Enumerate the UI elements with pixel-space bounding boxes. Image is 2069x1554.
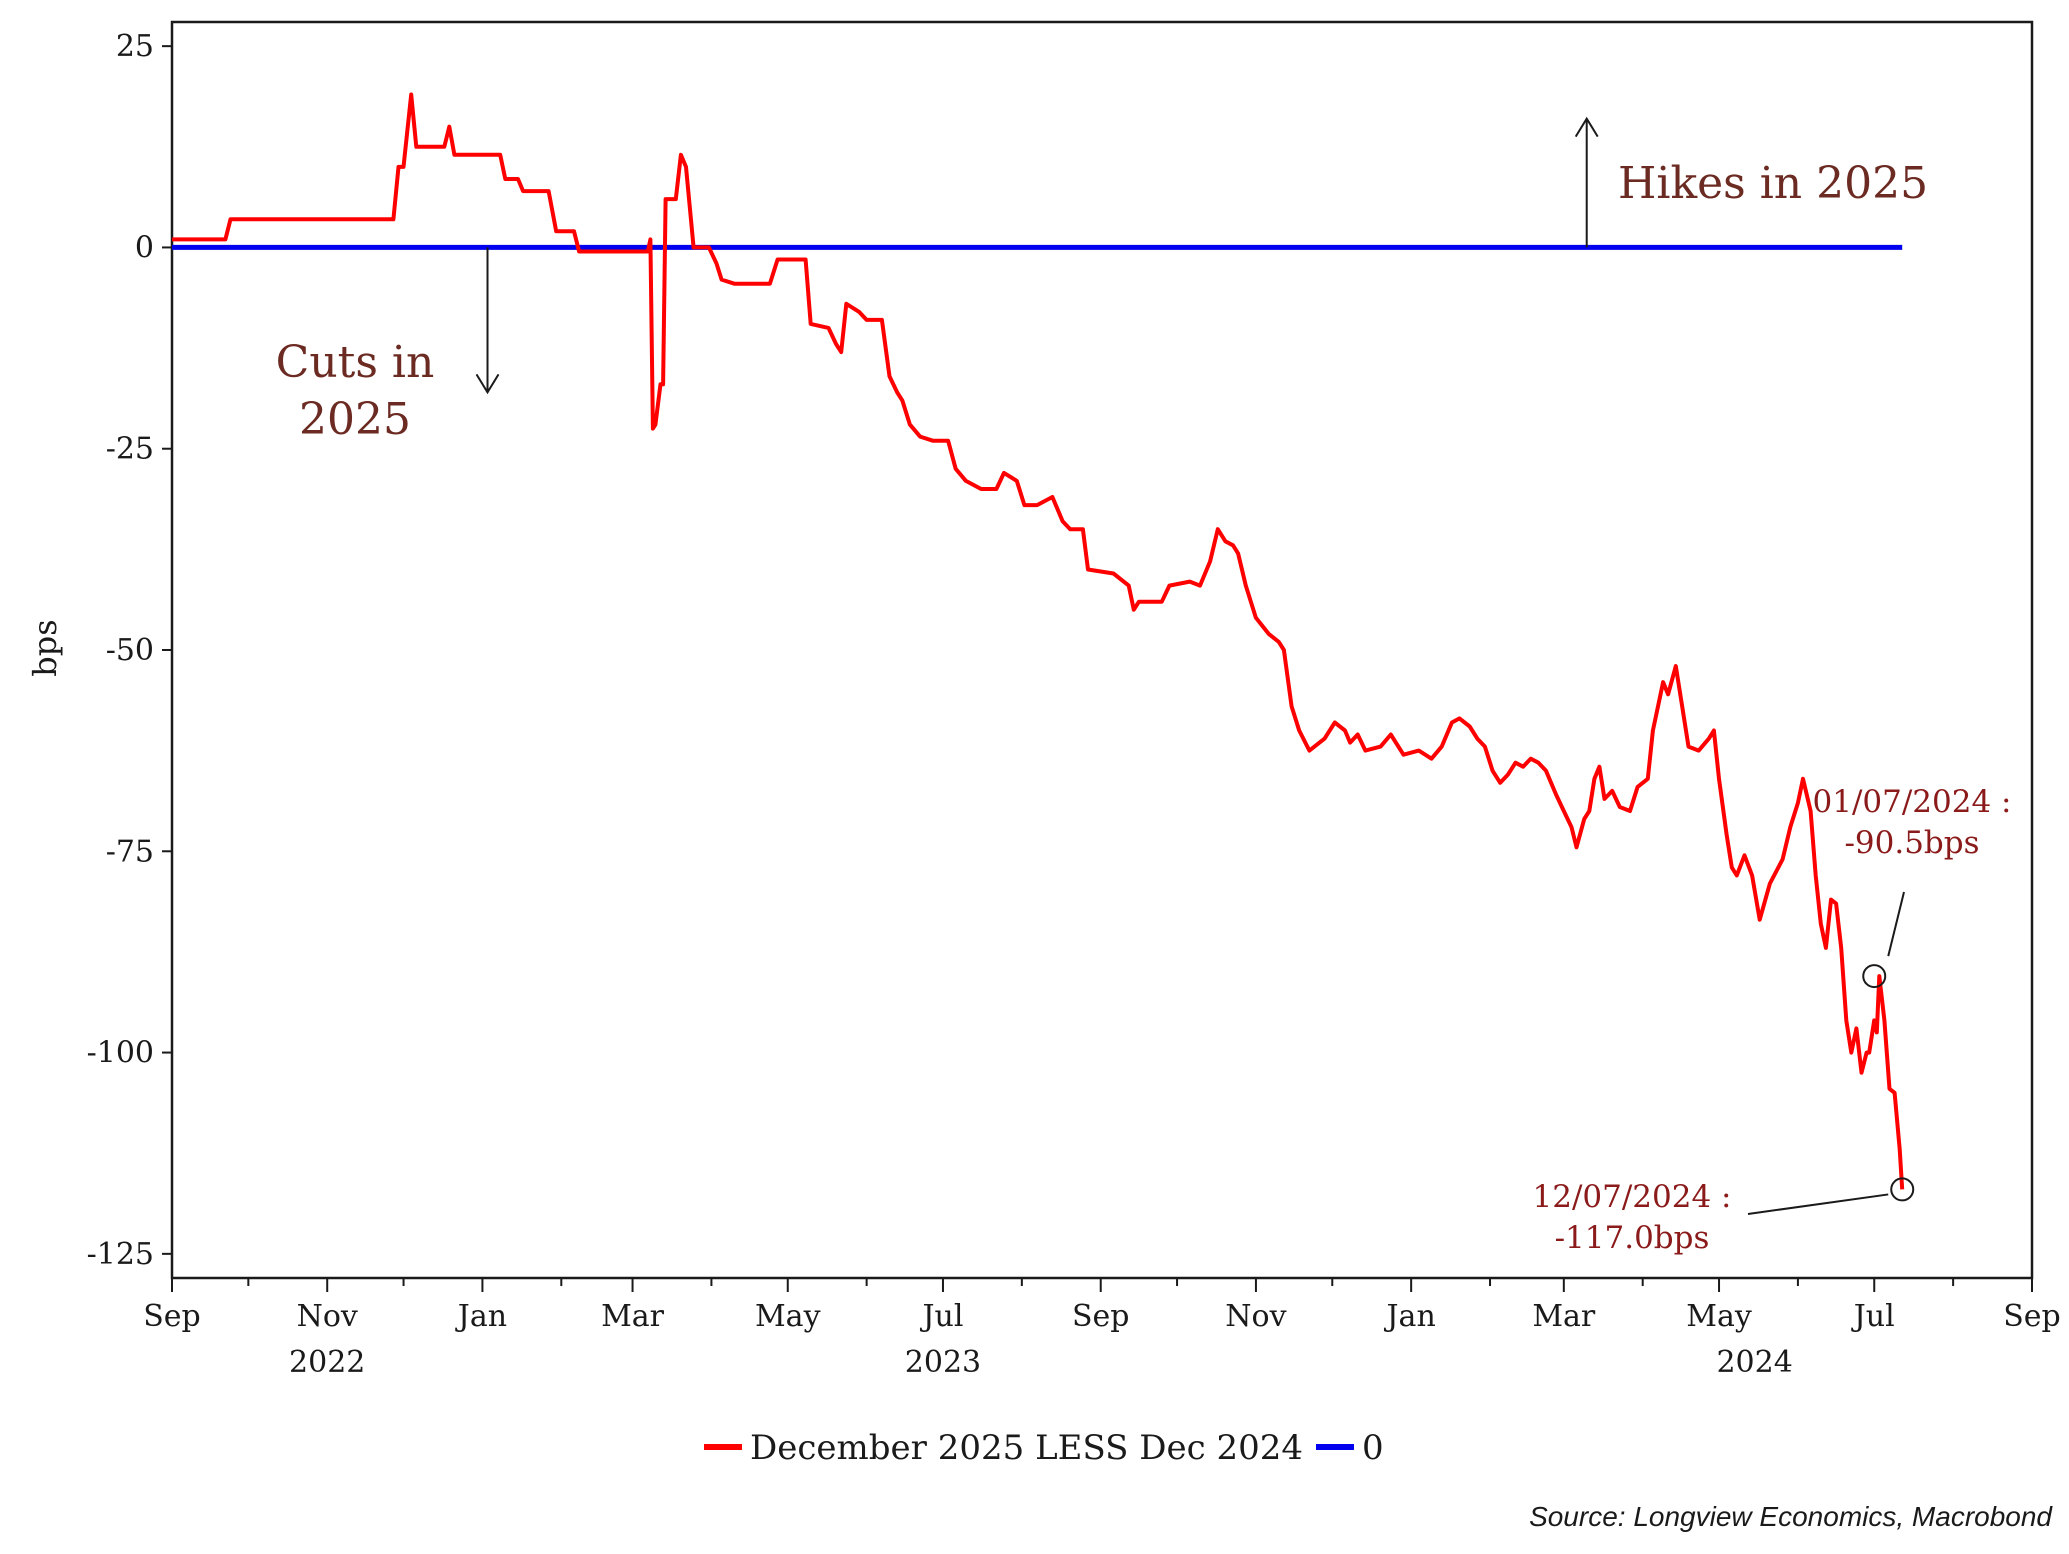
- cuts-annotation-line1: Cuts in: [276, 337, 435, 388]
- series-line-red: [172, 92, 1905, 1190]
- point2-leader: [1747, 1193, 1889, 1215]
- y-tick-label: 0: [135, 230, 154, 265]
- legend-label-blue: 0: [1362, 1428, 1384, 1468]
- x-tick-label: Jan: [455, 1299, 507, 1334]
- y-tick-label: 25: [116, 29, 154, 64]
- x-tick-label: Nov: [1225, 1299, 1286, 1334]
- point2-label-line2: -117.0bps: [1555, 1220, 1710, 1256]
- source-note: Source: Longview Economics, Macrobond: [1529, 1501, 2053, 1532]
- x-tick-label: Sep: [1072, 1299, 1130, 1334]
- cuts-annotation-line2: 2025: [299, 394, 411, 445]
- x-tick-label: Sep: [2003, 1299, 2061, 1334]
- x-tick-label: Sep: [143, 1299, 201, 1334]
- y-axis: 25 0 -25 -50 -75 -100 -125: [87, 29, 172, 1272]
- plot-frame: [170, 20, 2034, 1280]
- legend: December 2025 LESS Dec 2024 0: [704, 1428, 1384, 1468]
- x-tick-label: Nov: [297, 1299, 358, 1334]
- cuts-arrowhead: [475, 373, 500, 395]
- point1-leader: [1887, 891, 1905, 957]
- x-tick-label: May: [1686, 1299, 1752, 1334]
- x-tick-label: Mar: [1532, 1299, 1596, 1334]
- x-tick-label: Jan: [1384, 1299, 1436, 1334]
- hikes-annotation: Hikes in 2025: [1618, 158, 1928, 209]
- y-tick-label: -125: [87, 1237, 154, 1272]
- y-tick-label: -50: [106, 633, 154, 668]
- y-tick-label: -75: [106, 834, 154, 869]
- x-tick-label: Jul: [919, 1299, 963, 1334]
- x-tick-label: May: [755, 1299, 821, 1334]
- x-year-label: 2022: [289, 1345, 365, 1380]
- annotation-layer: Hikes in 2025 Cuts in 2025 01/07/2024 : -90.…: [276, 116, 2012, 1256]
- hikes-arrowhead: [1574, 116, 1599, 138]
- y-tick-label: -25: [106, 432, 154, 467]
- x-tick-label: Mar: [601, 1299, 665, 1334]
- x-axis: Sep Nov Jan Mar May Jul Sep Nov Jan Mar May Jul Sep 2…: [143, 1278, 2061, 1380]
- x-year-label: 2023: [905, 1345, 981, 1380]
- legend-label-red: December 2025 LESS Dec 2024: [750, 1428, 1303, 1468]
- y-tick-label: -100: [87, 1036, 154, 1071]
- point1-label-line1: 01/07/2024 :: [1813, 784, 2012, 820]
- y-axis-label: bps: [26, 619, 64, 676]
- point2-marker: [1890, 1177, 1915, 1202]
- x-tick-label: Jul: [1851, 1299, 1895, 1334]
- series-layer: [172, 92, 1905, 1190]
- point1-marker: [1862, 964, 1887, 989]
- point2-label-line1: 12/07/2024 :: [1533, 1179, 1732, 1215]
- x-year-label: 2024: [1716, 1345, 1792, 1380]
- point1-label-line2: -90.5bps: [1844, 825, 1979, 861]
